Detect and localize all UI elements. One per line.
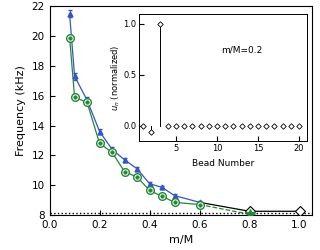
X-axis label: Bead Number: Bead Number [192, 158, 254, 168]
Y-axis label: $u_n$ (normalized): $u_n$ (normalized) [109, 44, 122, 111]
Text: m/M=0.2: m/M=0.2 [221, 46, 262, 54]
Y-axis label: Frequency (kHz): Frequency (kHz) [16, 65, 26, 156]
X-axis label: m/M: m/M [169, 236, 193, 246]
